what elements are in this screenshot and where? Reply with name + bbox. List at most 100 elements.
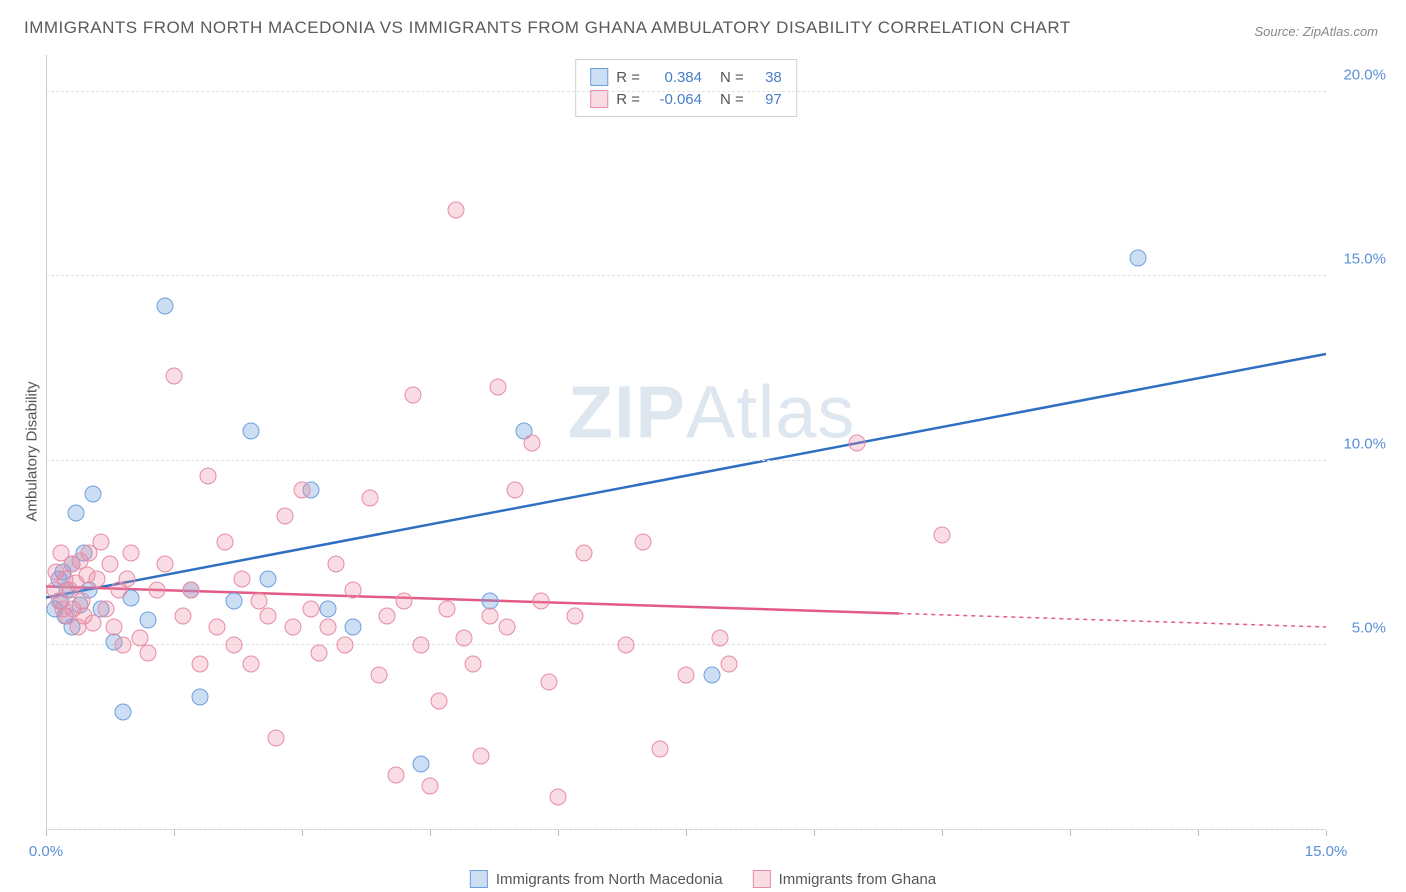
x-tick [558,830,559,836]
data-point [242,655,259,672]
data-point [379,607,396,624]
data-point [157,297,174,314]
legend-swatch [590,90,608,108]
data-point [285,619,302,636]
data-point [114,703,131,720]
data-point [447,202,464,219]
legend-series-label: Immigrants from North Macedonia [496,871,723,888]
data-point [123,545,140,562]
legend-swatch [590,68,608,86]
x-tick-label: 0.0% [29,843,63,860]
data-point [387,766,404,783]
data-point [336,637,353,654]
legend-n-label: N = [720,69,744,86]
data-point [191,655,208,672]
legend-series-label: Immigrants from Ghana [779,871,937,888]
legend-n-value: 97 [752,91,782,108]
data-point [473,748,490,765]
data-point [276,508,293,525]
data-point [191,689,208,706]
data-point [311,644,328,661]
data-point [712,630,729,647]
data-point [234,571,251,588]
data-point [498,619,515,636]
correlation-legend: R = 0.384 N = 38 R = -0.064 N = 97 [575,59,797,117]
data-point [259,607,276,624]
x-tick [174,830,175,836]
data-point [97,600,114,617]
data-point [157,556,174,573]
data-point [345,619,362,636]
data-point [848,434,865,451]
bottom-legend-item: Immigrants from North Macedonia [470,870,723,888]
data-point [541,674,558,691]
data-point [140,611,157,628]
data-point [84,615,101,632]
data-point [102,556,119,573]
data-point [319,600,336,617]
data-point [166,368,183,385]
gridline [46,460,1326,461]
data-point [174,607,191,624]
data-point [268,729,285,746]
legend-r-label: R = [616,69,640,86]
data-point [242,423,259,440]
data-point [456,630,473,647]
gridline [46,275,1326,276]
data-point [208,619,225,636]
data-point [200,467,217,484]
data-point [93,534,110,551]
watermark: ZIPAtlas [568,369,856,454]
legend-r-value: 0.384 [648,69,702,86]
data-point [575,545,592,562]
data-point [439,600,456,617]
watermark-light: Atlas [686,370,856,453]
data-point [319,619,336,636]
y-tick-label: 20.0% [1343,66,1386,83]
y-tick-label: 5.0% [1352,620,1386,637]
x-tick [46,830,47,836]
y-tick-label: 15.0% [1343,251,1386,268]
legend-swatch [470,870,488,888]
legend-row: R = 0.384 N = 38 [590,66,782,88]
data-point [1130,249,1147,266]
x-tick-label: 15.0% [1305,843,1348,860]
x-tick [302,830,303,836]
x-tick [1070,830,1071,836]
bottom-legend-item: Immigrants from Ghana [753,870,937,888]
data-point [148,582,165,599]
y-axis-line [46,55,47,830]
chart-title: IMMIGRANTS FROM NORTH MACEDONIA VS IMMIG… [24,18,1071,38]
data-point [678,667,695,684]
data-point [345,582,362,599]
data-point [524,434,541,451]
data-point [84,486,101,503]
legend-n-value: 38 [752,69,782,86]
data-point [302,600,319,617]
data-point [720,655,737,672]
watermark-bold: ZIP [568,370,686,453]
data-point [550,788,567,805]
series-legend: Immigrants from North Macedonia Immigrant… [470,870,936,888]
data-point [464,655,481,672]
data-point [507,482,524,499]
data-point [481,607,498,624]
plot-area: ZIPAtlas R = 0.384 N = 38 R = -0.064 N =… [46,55,1326,830]
data-point [114,637,131,654]
data-point [404,386,421,403]
legend-r-label: R = [616,91,640,108]
data-point [430,692,447,709]
data-point [490,379,507,396]
data-point [328,556,345,573]
y-tick-label: 10.0% [1343,435,1386,452]
y-axis-label: Ambulatory Disability [24,381,41,521]
x-tick [430,830,431,836]
data-point [370,667,387,684]
data-point [567,607,584,624]
x-tick [686,830,687,836]
data-point [183,582,200,599]
data-point [225,593,242,610]
data-point [413,637,430,654]
x-tick [1198,830,1199,836]
data-point [703,667,720,684]
